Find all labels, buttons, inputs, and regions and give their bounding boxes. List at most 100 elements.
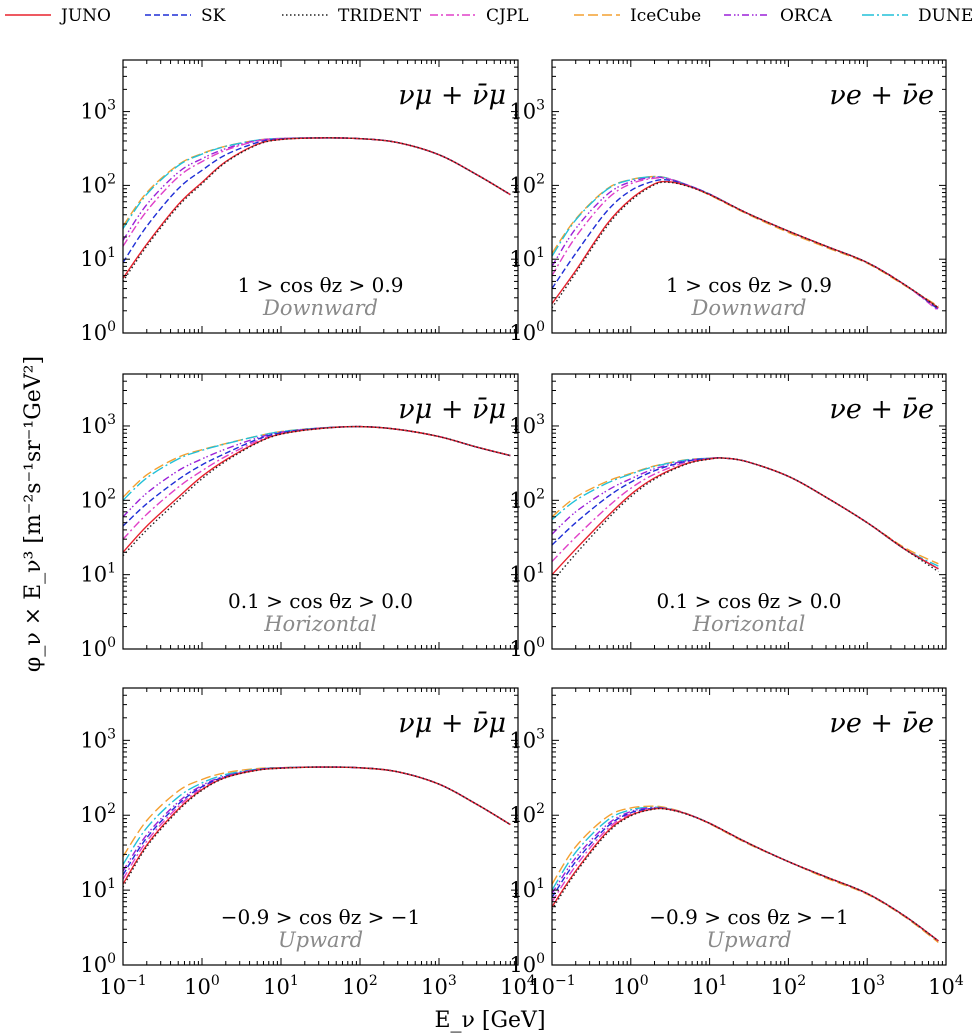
series-line-sk bbox=[123, 425, 511, 527]
ticks bbox=[122, 687, 519, 966]
y-tick-label: 102 bbox=[509, 486, 545, 512]
zenith-range-label: −0.9 > cos θz > −1 bbox=[649, 905, 848, 929]
legend-label: CJPL bbox=[486, 6, 529, 26]
series-line-cjpl bbox=[123, 766, 511, 880]
series-line-juno bbox=[123, 137, 511, 279]
y-tick-label: 102 bbox=[80, 486, 116, 512]
legend-entry-cjpl: CJPL bbox=[430, 6, 529, 26]
zenith-range-label: 1 > cos θz > 0.9 bbox=[666, 273, 832, 297]
zenith-range-label: 0.1 > cos θz > 0.0 bbox=[657, 589, 842, 613]
zenith-range-label: 0.1 > cos θz > 0.0 bbox=[228, 589, 413, 613]
y-tick-label: 101 bbox=[509, 245, 545, 271]
panel-3: 100 101 102 103 νμ + ν̄μ 0.1 > cos θz > 0.0Ho… bbox=[80, 373, 519, 661]
series-line-icecube bbox=[123, 137, 511, 227]
zenith-range-label: −0.9 > cos θz > −1 bbox=[221, 905, 420, 929]
x-tick-label: 10−1 bbox=[99, 973, 146, 999]
series-lines bbox=[123, 425, 511, 557]
series-line-cjpl bbox=[123, 137, 511, 247]
series-line-sk bbox=[123, 137, 511, 263]
legend-entry-dune: DUNE bbox=[862, 6, 973, 26]
panel-2: 100 101 102 103 νe + ν̄e 1 > cos θz > 0.9Down… bbox=[509, 59, 947, 345]
y-tick-label: 100 bbox=[509, 635, 545, 661]
flavor-label: νe + ν̄e bbox=[829, 708, 934, 739]
y-axis-label: φ_ν × E_ν³ [m⁻²s⁻¹sr⁻¹GeV²] bbox=[21, 356, 46, 672]
series-line-sk bbox=[123, 766, 511, 876]
direction-label: Downward bbox=[691, 296, 807, 320]
legend: JUNO SK TRIDENT CJPL IceCube ORCA DUNE bbox=[5, 6, 973, 26]
ticks bbox=[551, 373, 947, 650]
x-tick-label: 104 bbox=[928, 973, 964, 999]
legend-entry-trident: TRIDENT bbox=[282, 6, 422, 26]
y-tick-label: 102 bbox=[509, 801, 545, 827]
x-tick-label: 100 bbox=[184, 973, 220, 999]
x-tick-label: 102 bbox=[342, 973, 378, 999]
y-tick-label: 100 bbox=[80, 951, 116, 977]
y-tick-label: 102 bbox=[509, 171, 545, 197]
direction-label: Upward bbox=[706, 928, 791, 952]
x-tick-label: 10−1 bbox=[528, 973, 575, 999]
flavor-label: νe + ν̄e bbox=[829, 394, 934, 425]
ticks bbox=[122, 373, 519, 650]
legend-label: TRIDENT bbox=[338, 6, 422, 26]
legend-entry-sk: SK bbox=[145, 6, 226, 26]
y-tick-label: 101 bbox=[80, 245, 116, 271]
direction-label: Downward bbox=[262, 296, 378, 320]
series-line-icecube bbox=[552, 457, 939, 565]
ticks bbox=[551, 687, 947, 966]
series-lines bbox=[552, 457, 939, 583]
flavor-label: νe + ν̄e bbox=[829, 80, 934, 111]
direction-label: Upward bbox=[278, 928, 363, 952]
ticks bbox=[122, 59, 519, 334]
series-line-orca bbox=[123, 137, 511, 241]
ticks bbox=[551, 59, 947, 334]
series-line-dune bbox=[123, 137, 511, 229]
series-line-juno bbox=[552, 807, 939, 942]
legend-label: JUNO bbox=[59, 6, 111, 26]
x-tick-label: 103 bbox=[421, 973, 457, 999]
series-line-icecube bbox=[123, 766, 511, 858]
series-line-trident bbox=[552, 181, 939, 309]
legend-label: DUNE bbox=[918, 6, 973, 26]
series-line-dune bbox=[552, 457, 939, 567]
zenith-range-label: 1 > cos θz > 0.9 bbox=[238, 273, 404, 297]
legend-entry-orca: ORCA bbox=[724, 6, 833, 26]
x-tick-label: 102 bbox=[771, 973, 807, 999]
direction-label: Horizontal bbox=[263, 612, 377, 636]
legend-entry-juno: JUNO bbox=[5, 6, 111, 26]
flavor-label: νμ + ν̄μ bbox=[398, 80, 506, 111]
y-tick-label: 100 bbox=[509, 319, 545, 345]
y-tick-label: 103 bbox=[80, 412, 116, 438]
legend-entry-icecube: IceCube bbox=[574, 6, 701, 26]
series-line-juno bbox=[552, 457, 939, 576]
x-tick-label: 101 bbox=[692, 973, 728, 999]
flavor-label: νμ + ν̄μ bbox=[398, 394, 506, 425]
y-tick-label: 101 bbox=[509, 561, 545, 587]
series-lines bbox=[123, 137, 511, 282]
series-line-trident bbox=[123, 766, 511, 888]
y-tick-label: 100 bbox=[80, 319, 116, 345]
y-tick-label: 103 bbox=[509, 98, 545, 124]
direction-label: Horizontal bbox=[692, 612, 806, 636]
series-lines bbox=[552, 805, 939, 944]
series-lines bbox=[123, 766, 511, 888]
y-tick-label: 103 bbox=[509, 726, 545, 752]
y-tick-label: 103 bbox=[80, 726, 116, 752]
y-tick-label: 102 bbox=[80, 801, 116, 827]
panel-1: 100 101 102 103 νμ + ν̄μ 1 > cos θz > 0.9Down… bbox=[80, 59, 519, 345]
x-tick-label: 101 bbox=[263, 973, 299, 999]
y-tick-label: 101 bbox=[80, 876, 116, 902]
series-line-dune bbox=[123, 425, 511, 501]
series-line-trident bbox=[552, 807, 939, 942]
y-tick-label: 101 bbox=[80, 561, 116, 587]
series-line-trident bbox=[552, 457, 939, 583]
y-tick-label: 102 bbox=[80, 171, 116, 197]
y-tick-label: 101 bbox=[509, 876, 545, 902]
legend-label: ORCA bbox=[780, 6, 833, 26]
series-lines bbox=[552, 175, 939, 312]
y-tick-label: 103 bbox=[80, 98, 116, 124]
flavor-label: νμ + ν̄μ bbox=[398, 708, 506, 739]
